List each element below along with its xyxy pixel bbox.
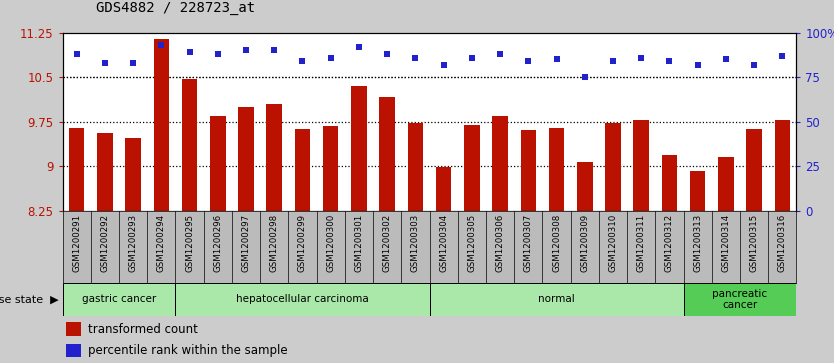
Point — [380, 51, 394, 57]
Bar — [323, 126, 339, 363]
Point — [409, 55, 422, 61]
Point — [606, 58, 620, 64]
Text: GSM1200309: GSM1200309 — [580, 214, 590, 272]
Bar — [239, 107, 254, 363]
Point — [70, 51, 83, 57]
Text: disease state  ▶: disease state ▶ — [0, 294, 58, 305]
Text: GSM1200297: GSM1200297 — [242, 214, 250, 272]
Text: GSM1200313: GSM1200313 — [693, 214, 702, 272]
Point — [747, 62, 761, 68]
Point — [691, 62, 705, 68]
Text: gastric cancer: gastric cancer — [82, 294, 156, 305]
Text: GSM1200306: GSM1200306 — [495, 214, 505, 272]
Point — [578, 74, 591, 80]
Bar — [746, 129, 762, 363]
Text: GSM1200300: GSM1200300 — [326, 214, 335, 272]
Point — [211, 51, 224, 57]
Bar — [69, 127, 84, 363]
Text: GSM1200307: GSM1200307 — [524, 214, 533, 272]
Text: GSM1200312: GSM1200312 — [665, 214, 674, 272]
Bar — [661, 155, 677, 363]
Text: GSM1200304: GSM1200304 — [440, 214, 448, 272]
Text: GSM1200295: GSM1200295 — [185, 214, 194, 272]
Bar — [684, 283, 796, 316]
Point — [663, 58, 676, 64]
Text: GSM1200291: GSM1200291 — [73, 214, 81, 272]
Point — [127, 60, 140, 66]
Text: percentile rank within the sample: percentile rank within the sample — [88, 344, 288, 357]
Bar — [153, 38, 169, 363]
Point — [352, 44, 365, 50]
Text: GSM1200308: GSM1200308 — [552, 214, 561, 272]
Point — [324, 55, 338, 61]
Point — [719, 56, 732, 62]
Text: GSM1200293: GSM1200293 — [128, 214, 138, 272]
Bar — [408, 123, 423, 363]
Point — [437, 62, 450, 68]
Bar — [577, 162, 592, 363]
Text: transformed count: transformed count — [88, 322, 198, 335]
Point — [635, 55, 648, 61]
Bar — [66, 344, 81, 357]
Point — [776, 53, 789, 59]
Text: GDS4882 / 228723_at: GDS4882 / 228723_at — [96, 0, 255, 15]
Bar — [605, 123, 620, 363]
Point — [550, 56, 563, 62]
Point — [154, 42, 168, 48]
Bar — [775, 120, 790, 363]
Text: GSM1200299: GSM1200299 — [298, 214, 307, 272]
Text: GSM1200296: GSM1200296 — [214, 214, 223, 272]
Bar — [267, 104, 282, 363]
Bar — [175, 283, 430, 316]
Text: GSM1200301: GSM1200301 — [354, 214, 364, 272]
Text: GSM1200303: GSM1200303 — [411, 214, 420, 272]
Bar — [430, 283, 684, 316]
Bar — [379, 97, 395, 363]
Text: GSM1200302: GSM1200302 — [383, 214, 392, 272]
Point — [268, 48, 281, 53]
Point — [183, 49, 196, 55]
Bar — [690, 171, 706, 363]
Bar — [718, 157, 734, 363]
Text: GSM1200298: GSM1200298 — [269, 214, 279, 272]
Bar — [492, 116, 508, 363]
Bar — [125, 138, 141, 363]
Bar — [436, 167, 451, 363]
Text: GSM1200310: GSM1200310 — [609, 214, 617, 272]
Bar — [351, 86, 367, 363]
Text: normal: normal — [538, 294, 575, 305]
Point — [494, 51, 507, 57]
Bar — [63, 283, 175, 316]
Text: GSM1200315: GSM1200315 — [750, 214, 759, 272]
Point — [98, 60, 112, 66]
Point — [465, 55, 479, 61]
Bar — [634, 121, 649, 363]
Bar — [464, 125, 480, 363]
Text: GSM1200311: GSM1200311 — [636, 214, 646, 272]
Bar — [66, 322, 81, 336]
Bar — [549, 127, 565, 363]
Text: GSM1200314: GSM1200314 — [721, 214, 731, 272]
Bar — [294, 129, 310, 363]
Bar — [210, 116, 225, 363]
Text: GSM1200305: GSM1200305 — [467, 214, 476, 272]
Text: GSM1200294: GSM1200294 — [157, 214, 166, 272]
Text: pancreatic
cancer: pancreatic cancer — [712, 289, 767, 310]
Text: GSM1200292: GSM1200292 — [100, 214, 109, 272]
Point — [296, 58, 309, 64]
Bar — [182, 79, 198, 363]
Bar — [97, 134, 113, 363]
Text: hepatocellular carcinoma: hepatocellular carcinoma — [236, 294, 369, 305]
Point — [521, 58, 535, 64]
Bar — [520, 130, 536, 363]
Point — [239, 48, 253, 53]
Text: GSM1200316: GSM1200316 — [778, 214, 786, 272]
